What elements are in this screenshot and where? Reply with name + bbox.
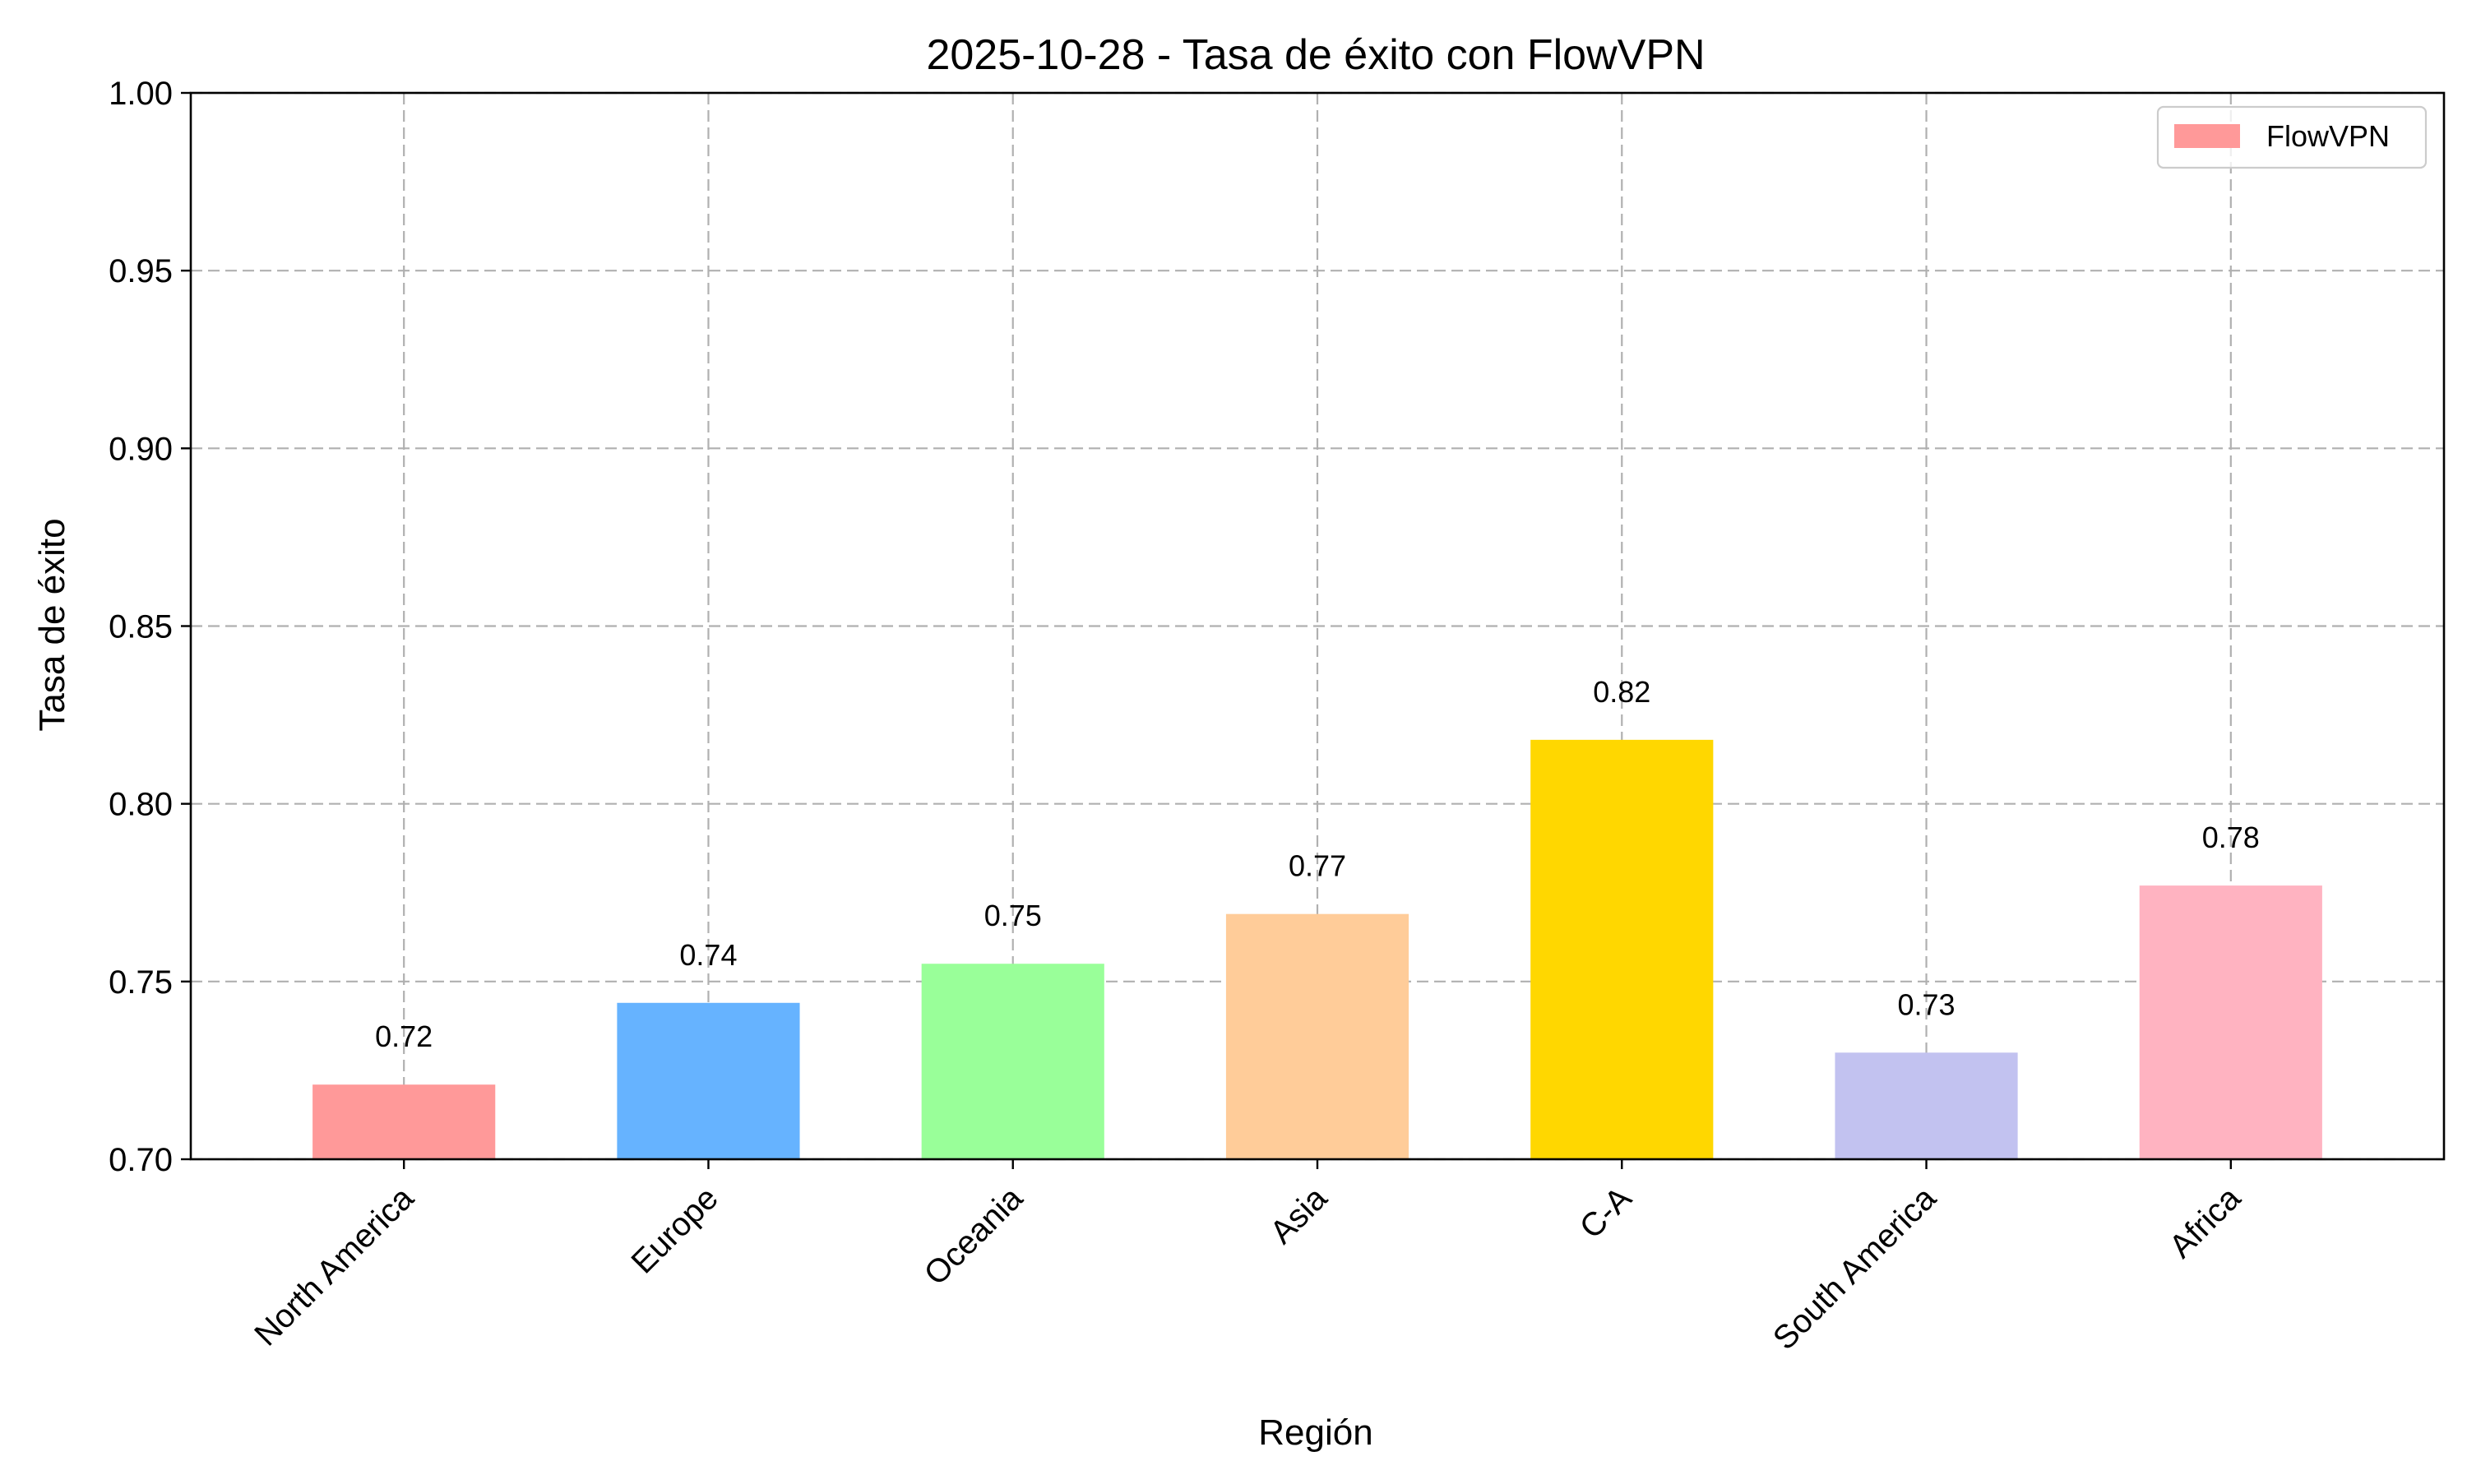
x-tick-label: Asia [1263,1180,1335,1251]
bar [2139,885,2322,1159]
bar-value-label: 0.72 [375,1019,433,1053]
bar [312,1084,496,1159]
bar-value-label: 0.75 [984,899,1042,932]
y-tick-label: 0.90 [109,431,173,467]
y-tick-label: 1.00 [109,76,173,112]
bar [1835,1052,2018,1159]
x-axis-label: Región [1258,1412,1372,1453]
y-tick-label: 0.80 [109,787,173,823]
bar-value-label: 0.74 [679,938,737,972]
chart-title: 2025-10-28 - Tasa de éxito con FlowVPN [926,31,1705,79]
bar-value-label: 0.82 [1593,675,1650,709]
legend-frame [2156,105,2428,169]
frame-layer [181,91,2446,1169]
x-tick-label: South America [1766,1180,1944,1357]
bar [617,1002,800,1159]
y-tick-label: 0.85 [109,609,173,645]
y-axis-label: Tasa de éxito [32,518,72,731]
bar-layer [312,739,2322,1159]
bar-value-label: 0.78 [2202,821,2260,854]
bar-value-label: 0.77 [1289,849,1346,883]
x-tick-label: C-A [1573,1180,1639,1246]
x-tick-label: Europe [625,1180,725,1280]
y-tick-label: 0.75 [109,964,173,1001]
bar-value-label: 0.73 [1898,987,1956,1021]
bar [1530,739,1714,1159]
x-tick-label: North America [248,1180,421,1353]
bar [921,964,1104,1159]
legend-entry-label: FlowVPN [2266,119,2390,153]
y-tick-label: 0.70 [109,1142,173,1178]
legend-swatch [2174,124,2240,148]
label-layer: 0.70 0.75 0.80 0.85 0.90 0.95 1.00 0.72 North Am… [109,76,2260,1357]
legend: FlowVPN [2156,105,2428,169]
x-tick-label: Oceania [918,1180,1030,1292]
x-tick-label: Africa [2163,1180,2248,1265]
plot-frame [189,91,2446,1161]
bar [1225,913,1409,1159]
y-tick-label: 0.95 [109,253,173,289]
